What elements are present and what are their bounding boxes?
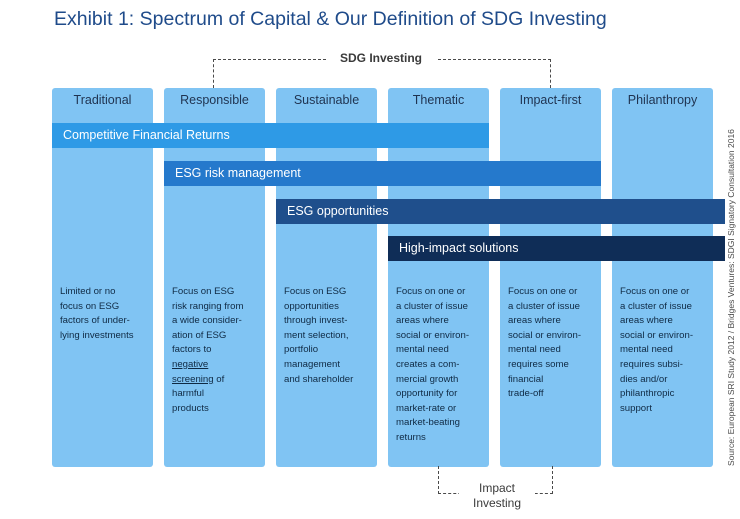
column-philanthropy: Philanthropy Focus on one or a cluster of … [612,88,713,467]
impact-investing-label: Impact Investing [459,481,535,511]
band-high-impact-solutions: High-impact solutions [388,236,725,261]
impact-label-line1: Impact [478,481,515,495]
column-impact-first: Impact-first Focus on one or a cluster of … [500,88,601,467]
column-label: Responsible [180,93,249,107]
column-description: Focus on ESG risk ranging from a wide cons… [172,286,244,414]
column-description: Focus on one or a cluster of issue areas w… [508,286,582,400]
column-description: Focus on ESG opportunities through invest-… [284,286,354,385]
column-description: Limited or no focus on ESG factors of unde… [60,286,134,341]
column-label: Thematic [412,93,465,107]
column-label: Traditional [73,93,132,107]
column-sustainable: Sustainable Focus on ESG opportunities thro… [276,88,377,467]
band-esg-risk-management: ESG risk management [164,161,601,186]
band-esg-opportunities: ESG opportunities [276,199,725,224]
exhibit-title: Exhibit 1: Spectrum of Capital & Our Def… [54,8,607,30]
band-competitive-financial-returns: Competitive Financial Returns [52,123,489,148]
sdg-investing-label: SDG Investing [326,51,436,65]
column-label: Impact-first [519,93,582,107]
column-thematic: Thematic Focus on one or a cluster of issu… [388,88,489,467]
column-responsible: Responsible Focus on ESG risk ranging from… [164,88,265,467]
column-traditional: Traditional Limited or no focus on ESG fact… [52,88,153,467]
impact-label-line2: Investing [472,496,522,510]
column-description: Focus on one or a cluster of issue areas w… [620,286,694,414]
source-note: Source: European SRI Study 2012 / Bridge… [726,129,736,466]
column-description: Focus on one or a cluster of issue areas w… [396,286,470,443]
column-label: Philanthropy [627,93,698,107]
column-label: Sustainable [293,93,360,107]
